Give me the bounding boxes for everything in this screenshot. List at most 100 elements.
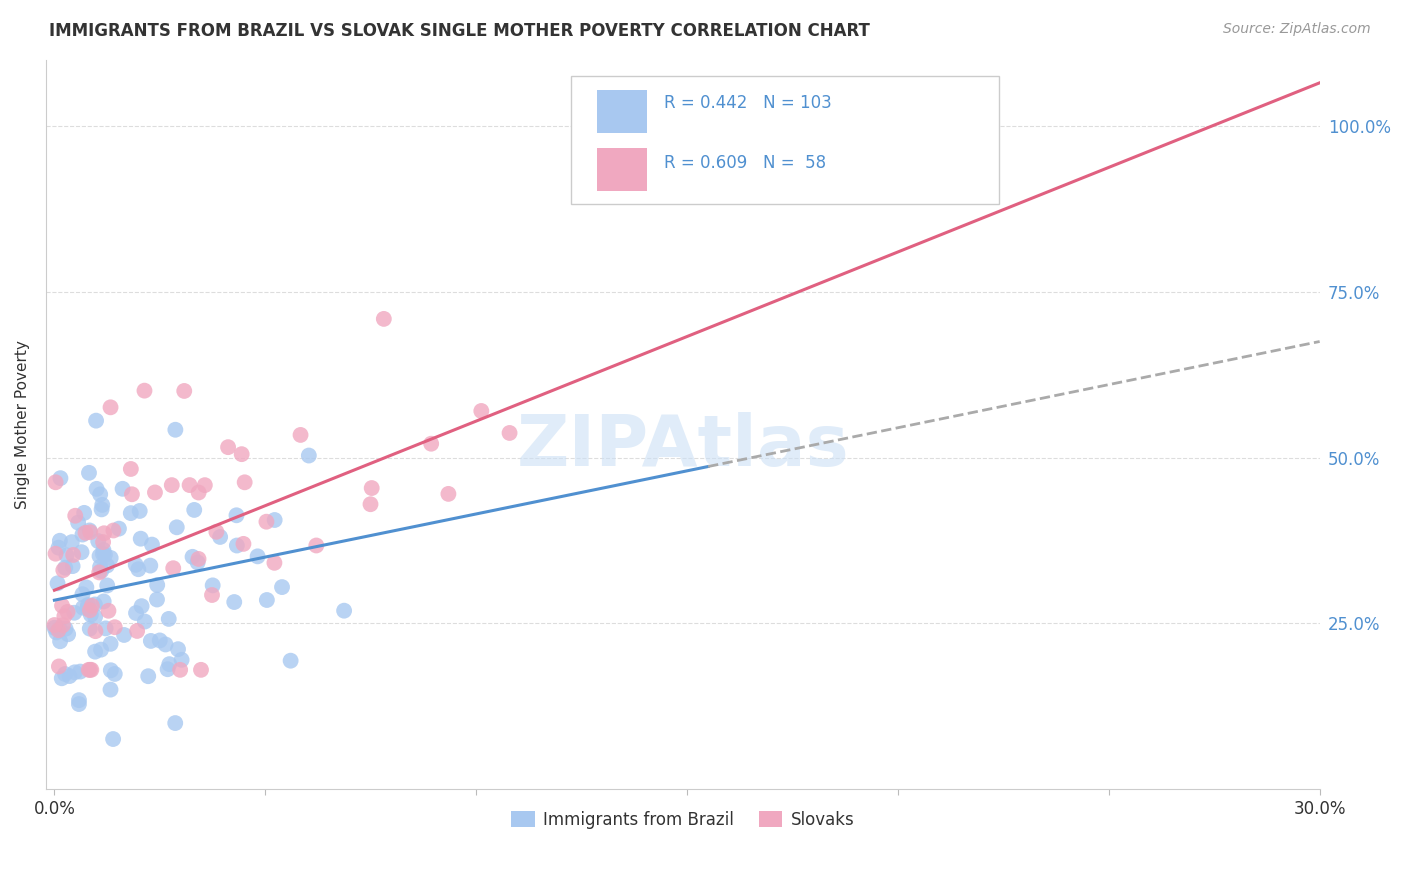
- Point: [52, 618, 75, 632]
- Point: [136, 669, 159, 683]
- Point: [120, 506, 142, 520]
- Point: [111, 482, 134, 496]
- Point: [97, 604, 120, 618]
- Point: [53, 560, 76, 574]
- Point: [55, 622, 77, 636]
- Point: [80, 663, 103, 677]
- Point: [96, 558, 118, 573]
- Point: [93, 594, 115, 608]
- Point: [77, 598, 100, 612]
- Point: [108, 522, 131, 536]
- Point: [498, 425, 520, 440]
- Point: [48, 659, 70, 673]
- Point: [146, 592, 169, 607]
- Point: [100, 401, 122, 415]
- Point: [79, 603, 101, 617]
- Point: [58, 669, 80, 683]
- Point: [63, 665, 86, 680]
- Point: [80, 607, 103, 622]
- Point: [94, 621, 117, 635]
- Point: [89, 487, 111, 501]
- Point: [93, 543, 115, 558]
- Point: [232, 537, 254, 551]
- Point: [373, 312, 395, 326]
- Point: [157, 612, 180, 626]
- Point: [86, 482, 108, 496]
- Point: [160, 478, 183, 492]
- Point: [271, 580, 294, 594]
- Point: [80, 599, 103, 613]
- Point: [225, 508, 247, 523]
- Point: [77, 466, 100, 480]
- Point: [155, 638, 177, 652]
- Point: [48, 621, 70, 635]
- Point: [72, 527, 94, 541]
- Point: [49, 471, 72, 485]
- Point: [76, 601, 98, 615]
- Point: [49, 634, 72, 648]
- Point: [46, 576, 69, 591]
- Text: R = 0.442   N = 103: R = 0.442 N = 103: [664, 95, 831, 112]
- Y-axis label: Single Mother Poverty: Single Mother Poverty: [15, 340, 30, 508]
- Point: [263, 556, 285, 570]
- Point: [79, 524, 101, 538]
- Point: [190, 663, 212, 677]
- Point: [165, 423, 187, 437]
- Point: [470, 404, 492, 418]
- Point: [173, 384, 195, 398]
- Text: ZIPAtlas: ZIPAtlas: [516, 412, 849, 481]
- Point: [62, 548, 84, 562]
- Point: [84, 414, 107, 428]
- Point: [205, 524, 228, 539]
- Point: [187, 552, 209, 566]
- Point: [156, 662, 179, 676]
- Point: [67, 693, 90, 707]
- Point: [167, 642, 190, 657]
- Point: [246, 549, 269, 564]
- Point: [65, 508, 87, 523]
- Point: [165, 716, 187, 731]
- Point: [53, 667, 76, 681]
- Point: [131, 599, 153, 614]
- Point: [94, 548, 117, 562]
- Point: [225, 539, 247, 553]
- Point: [84, 645, 107, 659]
- Point: [56, 627, 79, 641]
- Point: [143, 485, 166, 500]
- Point: [79, 622, 101, 636]
- Point: [139, 634, 162, 648]
- Point: [100, 551, 122, 566]
- Point: [169, 663, 191, 677]
- FancyBboxPatch shape: [598, 89, 647, 133]
- Point: [129, 532, 152, 546]
- Point: [280, 654, 302, 668]
- FancyBboxPatch shape: [598, 148, 647, 191]
- Point: [103, 524, 125, 538]
- Point: [360, 497, 382, 511]
- Text: IMMIGRANTS FROM BRAZIL VS SLOVAK SINGLE MOTHER POVERTY CORRELATION CHART: IMMIGRANTS FROM BRAZIL VS SLOVAK SINGLE …: [49, 22, 870, 40]
- Point: [146, 578, 169, 592]
- Point: [91, 498, 114, 512]
- Point: [73, 506, 96, 520]
- Point: [90, 502, 112, 516]
- Point: [104, 620, 127, 634]
- Point: [84, 624, 107, 639]
- Point: [56, 605, 79, 619]
- Point: [79, 525, 101, 540]
- Point: [72, 600, 94, 615]
- Point: [53, 609, 76, 624]
- Point: [89, 549, 111, 563]
- Point: [183, 503, 205, 517]
- Point: [72, 587, 94, 601]
- Point: [96, 578, 118, 592]
- Point: [162, 561, 184, 575]
- Point: [93, 526, 115, 541]
- Point: [48, 624, 70, 638]
- Point: [125, 558, 148, 572]
- Point: [333, 604, 356, 618]
- Point: [127, 562, 149, 576]
- Point: [62, 559, 84, 574]
- Point: [139, 558, 162, 573]
- Point: [420, 436, 443, 450]
- Point: [209, 530, 232, 544]
